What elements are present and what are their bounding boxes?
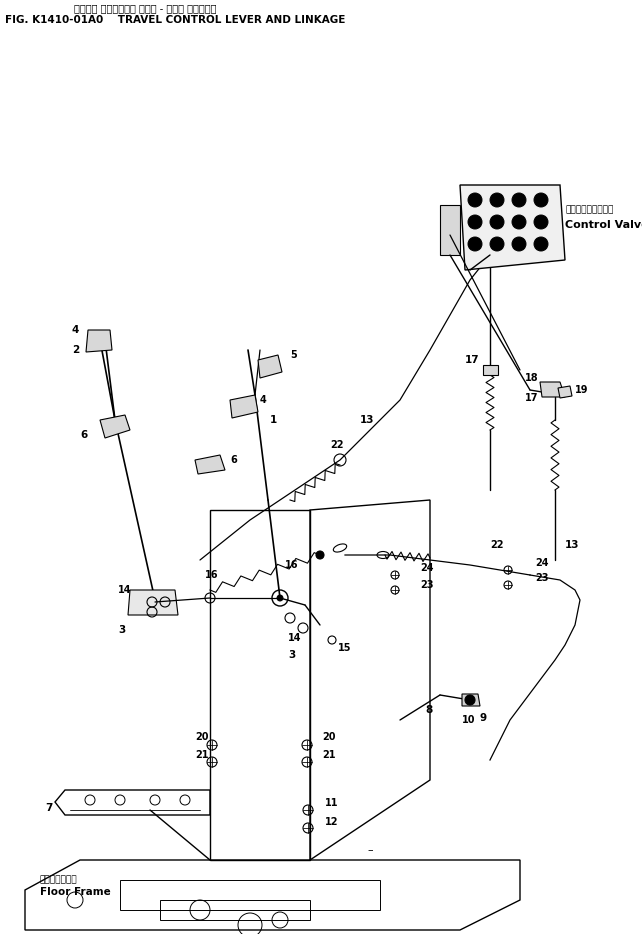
Text: 17: 17 (525, 393, 539, 403)
Text: 9: 9 (480, 713, 487, 723)
Circle shape (493, 218, 501, 226)
Circle shape (471, 240, 479, 248)
Text: 19: 19 (575, 385, 589, 395)
Text: 22: 22 (330, 440, 343, 450)
Circle shape (537, 218, 545, 226)
Text: 14: 14 (288, 633, 302, 643)
Text: 14: 14 (118, 585, 132, 595)
Text: 7: 7 (45, 803, 53, 813)
Circle shape (534, 215, 548, 229)
Text: 16: 16 (205, 570, 218, 580)
Circle shape (465, 695, 475, 705)
Text: 13: 13 (360, 415, 374, 425)
Text: 21: 21 (195, 750, 209, 760)
Text: 3: 3 (118, 625, 125, 635)
Circle shape (534, 237, 548, 251)
Text: FIG. K1410-01A0    TRAVEL CONTROL LEVER AND LINKAGE: FIG. K1410-01A0 TRAVEL CONTROL LEVER AND… (5, 15, 345, 25)
Polygon shape (128, 590, 178, 615)
Text: 20: 20 (195, 732, 209, 742)
Circle shape (468, 193, 482, 207)
Text: Floor Frame: Floor Frame (40, 887, 111, 897)
Circle shape (512, 193, 526, 207)
Text: 18: 18 (525, 373, 539, 383)
Circle shape (471, 218, 479, 226)
Text: コントロールバルブ: コントロールバルブ (565, 205, 613, 215)
Text: 4: 4 (72, 325, 80, 335)
Polygon shape (460, 185, 565, 270)
Circle shape (537, 196, 545, 204)
Circle shape (277, 595, 283, 601)
Text: ソウコウ コントロール レバー - オヨビ リンケージ: ソウコウ コントロール レバー - オヨビ リンケージ (74, 3, 216, 13)
Circle shape (468, 237, 482, 251)
Polygon shape (258, 355, 282, 378)
Text: 6: 6 (230, 455, 237, 465)
Text: 10: 10 (462, 715, 476, 725)
Polygon shape (483, 365, 498, 375)
Text: 1: 1 (270, 415, 277, 425)
Circle shape (515, 196, 523, 204)
Text: Control Valve: Control Valve (565, 220, 642, 230)
Text: 6: 6 (80, 430, 87, 440)
Circle shape (490, 193, 504, 207)
Text: 16: 16 (285, 560, 299, 570)
Text: 5: 5 (290, 350, 297, 360)
Text: 24: 24 (420, 563, 433, 573)
Polygon shape (462, 694, 480, 706)
Text: 22: 22 (490, 540, 503, 550)
Circle shape (512, 237, 526, 251)
Circle shape (537, 240, 545, 248)
Polygon shape (100, 415, 130, 438)
Text: –: – (367, 845, 373, 855)
Text: 17: 17 (465, 355, 480, 365)
Text: 2: 2 (72, 345, 79, 355)
Circle shape (316, 551, 324, 559)
Circle shape (490, 237, 504, 251)
Polygon shape (230, 395, 258, 418)
Text: 24: 24 (535, 558, 548, 568)
Text: 15: 15 (338, 643, 352, 653)
Polygon shape (440, 205, 460, 255)
Circle shape (512, 215, 526, 229)
Text: 21: 21 (322, 750, 336, 760)
Text: 4: 4 (260, 395, 266, 405)
Circle shape (493, 196, 501, 204)
Text: 23: 23 (420, 580, 433, 590)
Polygon shape (558, 386, 572, 398)
Circle shape (515, 218, 523, 226)
Text: 12: 12 (325, 817, 338, 827)
Text: 11: 11 (325, 798, 338, 808)
Text: 23: 23 (535, 573, 548, 583)
Circle shape (471, 196, 479, 204)
Text: 8: 8 (425, 705, 432, 715)
Polygon shape (540, 382, 565, 397)
Text: 20: 20 (322, 732, 336, 742)
Polygon shape (86, 330, 112, 352)
Circle shape (490, 215, 504, 229)
Text: 3: 3 (288, 650, 295, 660)
Text: フロアフレーム: フロアフレーム (40, 875, 78, 884)
Text: 13: 13 (565, 540, 580, 550)
Circle shape (534, 193, 548, 207)
Circle shape (468, 215, 482, 229)
Polygon shape (195, 455, 225, 474)
Circle shape (515, 240, 523, 248)
Circle shape (493, 240, 501, 248)
